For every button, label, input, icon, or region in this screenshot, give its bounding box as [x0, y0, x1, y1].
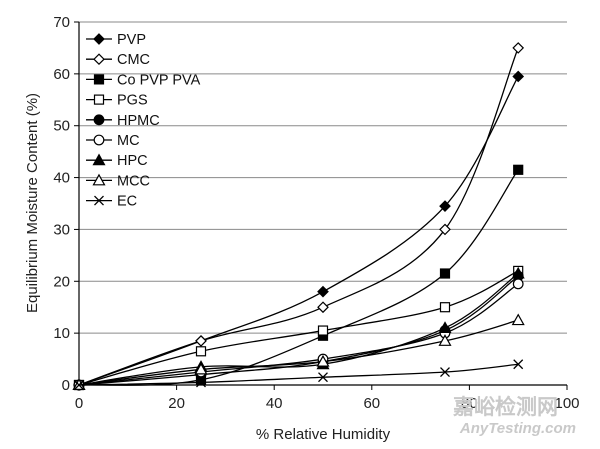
data-point-hpc	[511, 266, 525, 279]
x-axis-title: % Relative Humidity	[256, 426, 391, 443]
data-point-cmc	[512, 42, 525, 54]
data-point-mcc	[438, 334, 452, 346]
data-point-co-pvp-pva	[439, 268, 451, 279]
legend-item-hpc: HPC	[86, 153, 148, 169]
data-point-pvp	[317, 285, 329, 298]
y-tick-label: 50	[53, 118, 70, 135]
data-point-pgs	[439, 302, 451, 313]
data-point-co-pvp-pva	[513, 164, 524, 175]
series-line-ec	[78, 363, 519, 386]
legend-item-pgs: PGS	[86, 93, 148, 109]
data-point-hpc	[438, 321, 452, 333]
legend-label: HPMC	[117, 113, 160, 129]
axes: 0 10 20 30 40 50 60 70 0 20 40 60 80 100	[53, 14, 579, 412]
series-line-pgs	[78, 270, 519, 386]
data-point-cmc	[195, 335, 207, 347]
legend-label: HPC	[117, 153, 148, 169]
legend-marker-hpc	[92, 153, 106, 166]
legend-item-co-pvp-pva: Co PVP PVA	[86, 72, 201, 88]
series-mcc	[72, 313, 525, 390]
x-tick-label: 40	[266, 395, 283, 412]
legend-item-pvp: PVP	[86, 32, 146, 48]
legend-label: Co PVP PVA	[117, 72, 201, 88]
series-layer	[72, 42, 525, 391]
series-ec	[74, 359, 524, 390]
legend-marker-pgs	[93, 94, 105, 105]
legend-item-cmc: CMC	[86, 52, 150, 68]
data-point-pvp	[512, 70, 525, 83]
y-tick-label: 30	[53, 221, 70, 238]
legend-marker-mc	[93, 134, 105, 146]
data-point-mcc	[316, 354, 330, 367]
data-point-ec	[440, 367, 450, 377]
legend-label: PVP	[117, 32, 146, 48]
data-point-ec	[74, 380, 84, 390]
y-tick-label: 70	[53, 14, 70, 31]
watermark-english: AnyTesting.com	[459, 420, 576, 437]
series-co-pvp-pva	[73, 164, 524, 391]
y-tick-label: 40	[53, 170, 70, 187]
legend-marker-co-pvp-pva	[93, 74, 105, 85]
data-point-cmc	[317, 301, 329, 314]
legend-item-ec: EC	[86, 194, 137, 210]
data-point-ec	[318, 372, 328, 383]
data-point-mc	[512, 278, 524, 290]
y-tick-label: 0	[62, 377, 70, 394]
legend: PVP CMC Co PVP PVA PGS HPMC MC HPC MCC EC	[86, 32, 201, 210]
series-line-co-pvp-pva	[78, 169, 519, 386]
series-line-hpc	[78, 272, 519, 386]
legend-marker-mcc	[92, 173, 106, 186]
legend-marker-pvp	[93, 33, 105, 45]
grid-lines	[79, 21, 567, 334]
legend-marker-cmc	[93, 53, 105, 66]
y-tick-label: 60	[53, 66, 70, 83]
legend-marker-ec	[94, 195, 104, 206]
data-point-mcc	[194, 362, 208, 375]
x-tick-label: 60	[363, 395, 380, 412]
series-hpmc	[73, 270, 524, 391]
data-point-pgs	[195, 346, 207, 357]
y-tick-label: 20	[53, 273, 70, 290]
watermark-chinese: 嘉峪检测网	[453, 395, 558, 419]
legend-label: MCC	[117, 173, 150, 189]
legend-label: MC	[117, 133, 140, 149]
data-point-cmc	[439, 223, 451, 236]
x-tick-label: 100	[554, 395, 579, 412]
legend-marker-hpmc	[93, 114, 105, 126]
legend-item-mc: MC	[86, 133, 140, 149]
x-tick-label: 80	[461, 395, 478, 412]
data-point-pgs	[317, 325, 329, 336]
legend-label: EC	[117, 194, 137, 210]
legend-item-mcc: MCC	[86, 173, 150, 189]
y-tick-label: 10	[53, 325, 70, 342]
series-line-mcc	[78, 319, 519, 386]
legend-item-hpmc: HPMC	[86, 113, 160, 129]
legend-label: PGS	[117, 93, 148, 109]
x-tick-label: 0	[75, 395, 83, 412]
data-point-ec	[513, 359, 524, 370]
data-point-pvp	[439, 200, 451, 212]
y-axis-title: Equilibrium Moisture Content (%)	[24, 93, 41, 313]
legend-label: CMC	[117, 52, 150, 68]
x-tick-label: 20	[168, 395, 185, 412]
data-point-ec	[196, 377, 206, 388]
data-point-mcc	[511, 313, 525, 326]
series-line-cmc	[78, 47, 519, 386]
